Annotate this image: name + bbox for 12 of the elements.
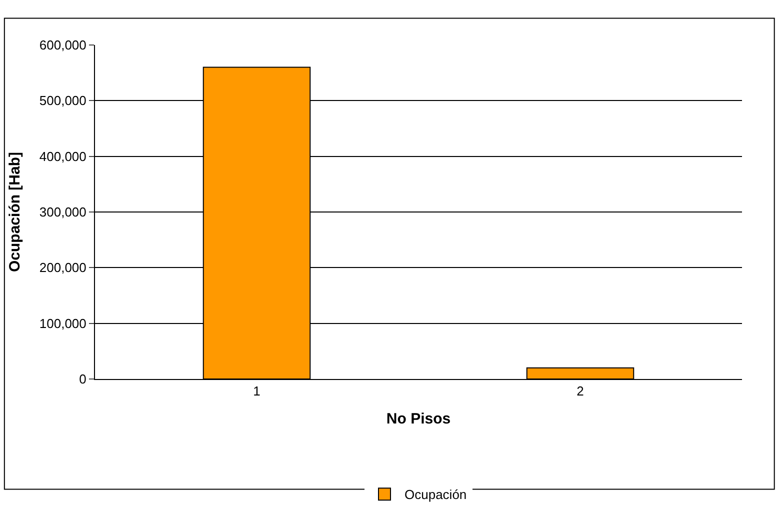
x-tick-label: 2 (576, 384, 584, 399)
legend-label: Ocupación (404, 487, 467, 502)
y-tick-label: 300,000 (39, 204, 86, 220)
y-tick-label: 200,000 (39, 260, 86, 276)
y-tick-label: 100,000 (39, 316, 86, 331)
y-tick-label: 400,000 (39, 148, 86, 164)
x-axis-title: No Pisos (386, 410, 451, 428)
y-tick-label: 500,000 (39, 93, 86, 108)
x-tick-label: 1 (253, 384, 260, 399)
y-axis-title: Ocupación [Hab] (6, 152, 24, 272)
y-tick-label: 600,000 (39, 38, 86, 53)
y-tick-label: 0 (79, 372, 86, 387)
